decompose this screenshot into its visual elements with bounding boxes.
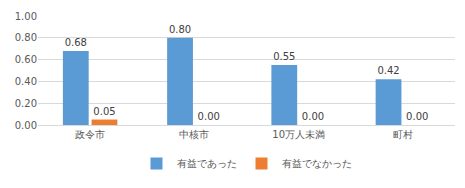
svg-text:0.40: 0.40 xyxy=(15,76,37,87)
svg-text:0.80: 0.80 xyxy=(15,32,37,43)
svg-text:0.55: 0.55 xyxy=(273,51,295,62)
svg-text:0.00: 0.00 xyxy=(302,111,324,122)
svg-text:0.42: 0.42 xyxy=(377,65,399,76)
svg-text:0.00: 0.00 xyxy=(198,111,220,122)
svg-text:政令市: 政令市 xyxy=(75,129,105,140)
svg-text:0.20: 0.20 xyxy=(15,98,37,109)
svg-text:0.60: 0.60 xyxy=(15,54,37,65)
svg-text:有益であった: 有益であった xyxy=(177,158,237,169)
svg-text:0.68: 0.68 xyxy=(65,37,87,48)
svg-text:町村: 町村 xyxy=(393,129,413,140)
svg-text:0.00: 0.00 xyxy=(15,120,37,131)
svg-text:10万人未満: 10万人未満 xyxy=(272,129,325,140)
svg-text:中核市: 中核市 xyxy=(179,129,209,140)
svg-text:0.00: 0.00 xyxy=(406,111,428,122)
svg-text:0.05: 0.05 xyxy=(93,106,115,117)
svg-text:0.80: 0.80 xyxy=(169,24,191,35)
svg-text:1.00: 1.00 xyxy=(15,11,37,22)
svg-text:有益でなかった: 有益でなかった xyxy=(282,158,352,169)
